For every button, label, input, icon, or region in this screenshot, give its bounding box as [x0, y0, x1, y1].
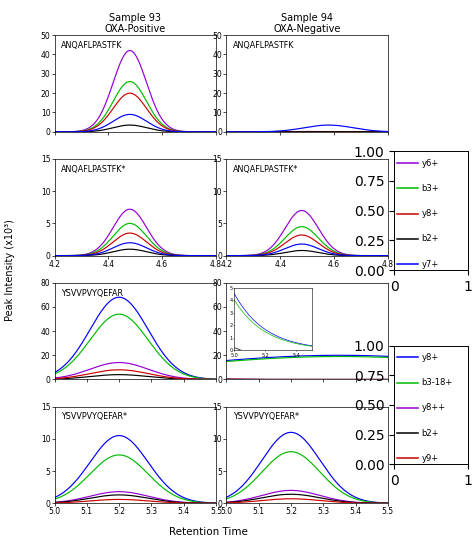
Title: Sample 94
OXA-Negative: Sample 94 OXA-Negative: [273, 13, 341, 35]
Text: YSVVPVYQEFAR*: YSVVPVYQEFAR*: [233, 413, 299, 421]
Text: ANQAFLPASTFK: ANQAFLPASTFK: [61, 41, 122, 50]
Text: ANQAFLPASTFK*: ANQAFLPASTFK*: [233, 165, 298, 174]
Text: YSVVPVYQEFAR: YSVVPVYQEFAR: [233, 288, 295, 298]
Text: b2+: b2+: [421, 234, 439, 244]
Text: YSVVPVYQEFAR: YSVVPVYQEFAR: [61, 288, 123, 298]
Text: y8++: y8++: [421, 403, 446, 413]
Text: b2+: b2+: [421, 429, 439, 438]
Text: Retention Time: Retention Time: [169, 527, 248, 537]
Text: y8+: y8+: [421, 209, 439, 218]
Text: YSVVPVYQEFAR*: YSVVPVYQEFAR*: [61, 413, 127, 421]
Text: b3+: b3+: [421, 184, 439, 193]
Text: y9+: y9+: [421, 454, 438, 463]
Text: ANQAFLPASTFK*: ANQAFLPASTFK*: [61, 165, 127, 174]
Title: Sample 93
OXA-Positive: Sample 93 OXA-Positive: [105, 13, 166, 35]
Text: y8+: y8+: [421, 353, 439, 362]
Text: b3-18+: b3-18+: [421, 378, 453, 387]
Text: ANQAFLPASTFK: ANQAFLPASTFK: [233, 41, 294, 50]
Text: y6+: y6+: [421, 159, 439, 167]
Text: y7+: y7+: [421, 260, 439, 268]
Text: Peak Intensity (x10³): Peak Intensity (x10³): [5, 219, 16, 321]
